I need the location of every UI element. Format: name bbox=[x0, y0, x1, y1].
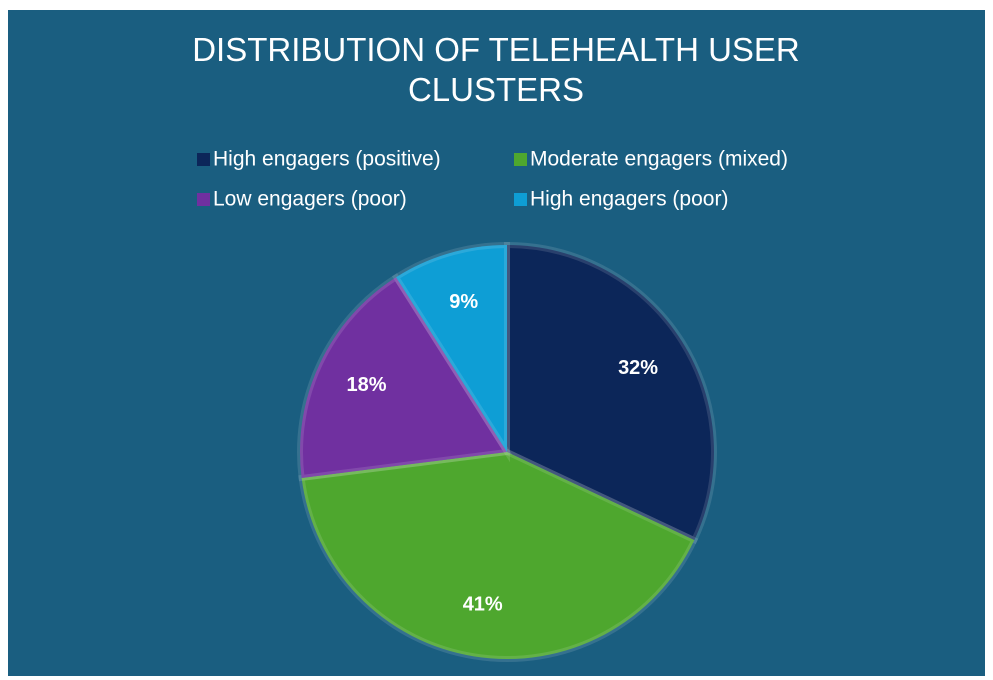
pie-slice bbox=[391, 241, 510, 463]
pie-slice bbox=[297, 273, 513, 482]
pie-slice bbox=[298, 448, 699, 662]
legend-swatch bbox=[197, 153, 210, 166]
legend-label: Low engagers (poor) bbox=[213, 188, 407, 211]
legend-swatch bbox=[514, 153, 527, 166]
legend-label: High engagers (poor) bbox=[530, 188, 728, 211]
chart-title: DISTRIBUTION OF TELEHEALTH USER CLUSTERS bbox=[192, 31, 800, 108]
legend-swatch bbox=[514, 193, 527, 206]
legend-swatch bbox=[197, 193, 210, 206]
data-label: 18% bbox=[347, 374, 387, 396]
data-label: 9% bbox=[449, 291, 478, 313]
data-label: 41% bbox=[463, 594, 503, 616]
legend-label: Moderate engagers (mixed) bbox=[530, 148, 788, 171]
pie-slice bbox=[504, 241, 717, 545]
legend-label: High engagers (positive) bbox=[213, 148, 441, 171]
data-label: 32% bbox=[618, 357, 658, 379]
